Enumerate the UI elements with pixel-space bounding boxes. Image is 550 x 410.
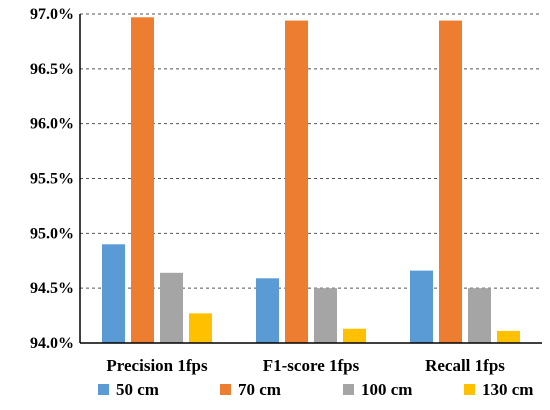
bar [314,288,337,343]
y-tick-label: 97.0% [30,6,74,23]
legend-label: 70 cm [238,380,281,399]
bar [131,17,154,343]
legend-swatch [343,384,354,395]
bar [343,328,366,343]
y-tick-label: 94.0% [30,335,74,352]
bars [102,17,520,344]
y-tick-label: 95.5% [30,171,74,188]
y-tick-labels: 94.0% 94.5% 95.0% 95.5% 96.0% 96.5% 97.0% [30,6,74,352]
bar [468,288,491,343]
bar [160,272,183,343]
bar [497,330,520,343]
y-tick-label: 96.5% [30,61,74,78]
axes [79,14,542,344]
legend-swatch [464,384,475,395]
category-label: F1-score 1fps [263,356,360,375]
legend: 50 cm 70 cm 100 cm 130 cm [98,380,533,399]
gridlines [80,13,542,289]
bar [102,244,125,343]
legend-label: 100 cm [361,380,412,399]
category-label: Precision 1fps [106,356,208,375]
legend-label: 130 cm [482,380,533,399]
bar [410,270,433,343]
bar [439,20,462,344]
legend-label: 50 cm [116,380,159,399]
bar [256,278,279,343]
legend-swatch [220,384,231,395]
legend-swatch [98,384,109,395]
bar [285,20,308,344]
y-tick-label: 95.0% [30,225,74,242]
category-labels: Precision 1fps F1-score 1fps Recall 1fps [106,356,505,375]
y-tick-label: 94.5% [30,280,74,297]
y-tick-label: 96.0% [30,116,74,133]
bar [189,313,212,343]
category-label: Recall 1fps [425,356,505,375]
